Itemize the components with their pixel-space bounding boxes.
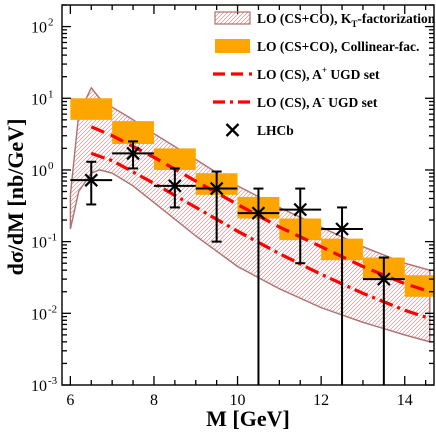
x-tick-label: 14 <box>397 392 413 409</box>
legend-swatch-cross <box>225 123 240 137</box>
lhcb-marker-4 <box>251 206 266 220</box>
legend-label: LO (CS+CO), KT-factorization <box>257 11 436 29</box>
y-axis-label: dσ/dM [nb/GeV] <box>3 119 28 276</box>
y-tick-label: 10 <box>31 306 47 323</box>
lhcb-marker-0 <box>84 173 99 187</box>
legend-label: LO (CS), A- UGD set <box>257 93 378 110</box>
legend-label-text: LO (CS), A <box>257 95 322 110</box>
lhcb-marker-2 <box>168 179 182 193</box>
y-tick-label-exponent: -1 <box>48 232 57 244</box>
legend-label-text: LO (CS+CO), Collinear-fac. <box>257 39 419 54</box>
lhcb-point-6 <box>321 206 363 385</box>
legend-label-text-after: UGD set <box>327 67 380 82</box>
lhcb-point-7 <box>362 256 405 385</box>
y-tick-label-exponent: 1 <box>48 88 54 100</box>
y-tick-label-exponent: -3 <box>48 375 58 387</box>
legend-swatch-box <box>215 39 250 53</box>
lhcb-marker-3 <box>209 181 224 196</box>
lhcb-marker-7 <box>377 272 391 286</box>
legend-label: LO (CS+CO), Collinear-fac. <box>257 39 419 54</box>
collinear-box-0 <box>70 98 113 120</box>
plot-frame <box>61 4 435 386</box>
x-axis-label: M [GeV] <box>206 406 290 431</box>
legend-label: LHCb <box>257 123 294 138</box>
x-tick-label: 8 <box>150 392 158 409</box>
legend-label-text-after: -factorization <box>357 11 435 26</box>
legend-item-0: LO (CS+CO), KT-factorization <box>214 11 436 29</box>
y-tick-label: 10 <box>31 235 47 252</box>
y-tick-label: 10 <box>31 20 47 37</box>
legend-item-2: LO (CS), A+ UGD set <box>213 65 380 82</box>
legend-label-text-after: UGD set <box>325 95 378 110</box>
lhcb-point-4 <box>237 187 280 385</box>
collinear-box-8 <box>404 275 434 297</box>
legend-label: LO (CS), A+ UGD set <box>257 65 380 82</box>
y-tick-label-exponent: 0 <box>48 160 54 172</box>
legend-label-superscript: + <box>322 65 327 75</box>
y-tick-label-exponent: -2 <box>48 303 57 315</box>
y-tick-label: 10 <box>31 91 47 108</box>
legend-item-1: LO (CS+CO), Collinear-fac. <box>215 39 419 54</box>
legend-swatch-band <box>214 11 251 25</box>
lhcb-point-0 <box>70 160 113 206</box>
lhcb-point-1 <box>112 140 154 170</box>
legend-label-superscript: - <box>322 93 325 103</box>
y-tick-label: 10 <box>31 163 47 180</box>
legend-label-subscript: T <box>351 19 357 29</box>
lhcb-marker-6 <box>335 222 349 236</box>
lhcb-point-3 <box>195 170 238 243</box>
lhcb-point-5 <box>279 187 322 265</box>
lhcb-marker-1 <box>126 146 140 161</box>
legend-item-3: LO (CS), A- UGD set <box>213 93 378 110</box>
x-tick-label: 6 <box>66 392 74 409</box>
lhcb-point-2 <box>153 167 196 209</box>
collinear-box-1 <box>112 121 154 145</box>
legend-item-4: LHCb <box>225 123 294 138</box>
x-tick-label: 10 <box>230 392 246 409</box>
legend-label-text: LO (CS), A <box>257 67 322 82</box>
legend-label-text: LHCb <box>257 123 294 138</box>
plot-area <box>69 86 434 385</box>
legend-label-text: LO (CS+CO), K <box>257 11 352 26</box>
y-tick-label-exponent: 2 <box>48 17 54 29</box>
collinear-box-2 <box>153 148 196 170</box>
lhcb-marker-5 <box>293 202 308 217</box>
x-tick-label: 12 <box>313 392 329 409</box>
y-tick-label: 10 <box>31 378 47 395</box>
